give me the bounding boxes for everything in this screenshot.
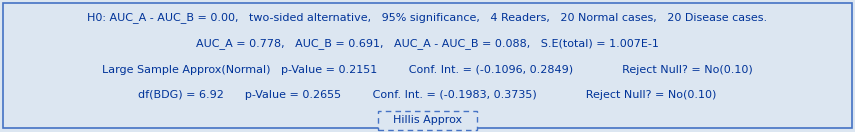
Text: Large Sample Approx(Normal)   p-Value = 0.2151         Conf. Int. = (-0.1096, 0.: Large Sample Approx(Normal) p-Value = 0.… [102,65,753,75]
FancyBboxPatch shape [378,111,477,130]
FancyBboxPatch shape [3,3,852,128]
Text: df(BDG) = 6.92      p-Value = 0.2655         Conf. Int. = (-0.1983, 0.3735)     : df(BDG) = 6.92 p-Value = 0.2655 Conf. In… [139,90,716,100]
Text: AUC_A = 0.778,   AUC_B = 0.691,   AUC_A - AUC_B = 0.088,   S.E(total) = 1.007E-1: AUC_A = 0.778, AUC_B = 0.691, AUC_A - AU… [196,38,659,49]
Text: Hillis Approx: Hillis Approx [393,115,462,125]
Text: H0: AUC_A - AUC_B = 0.00,   two-sided alternative,   95% significance,   4 Reade: H0: AUC_A - AUC_B = 0.00, two-sided alte… [87,12,768,23]
